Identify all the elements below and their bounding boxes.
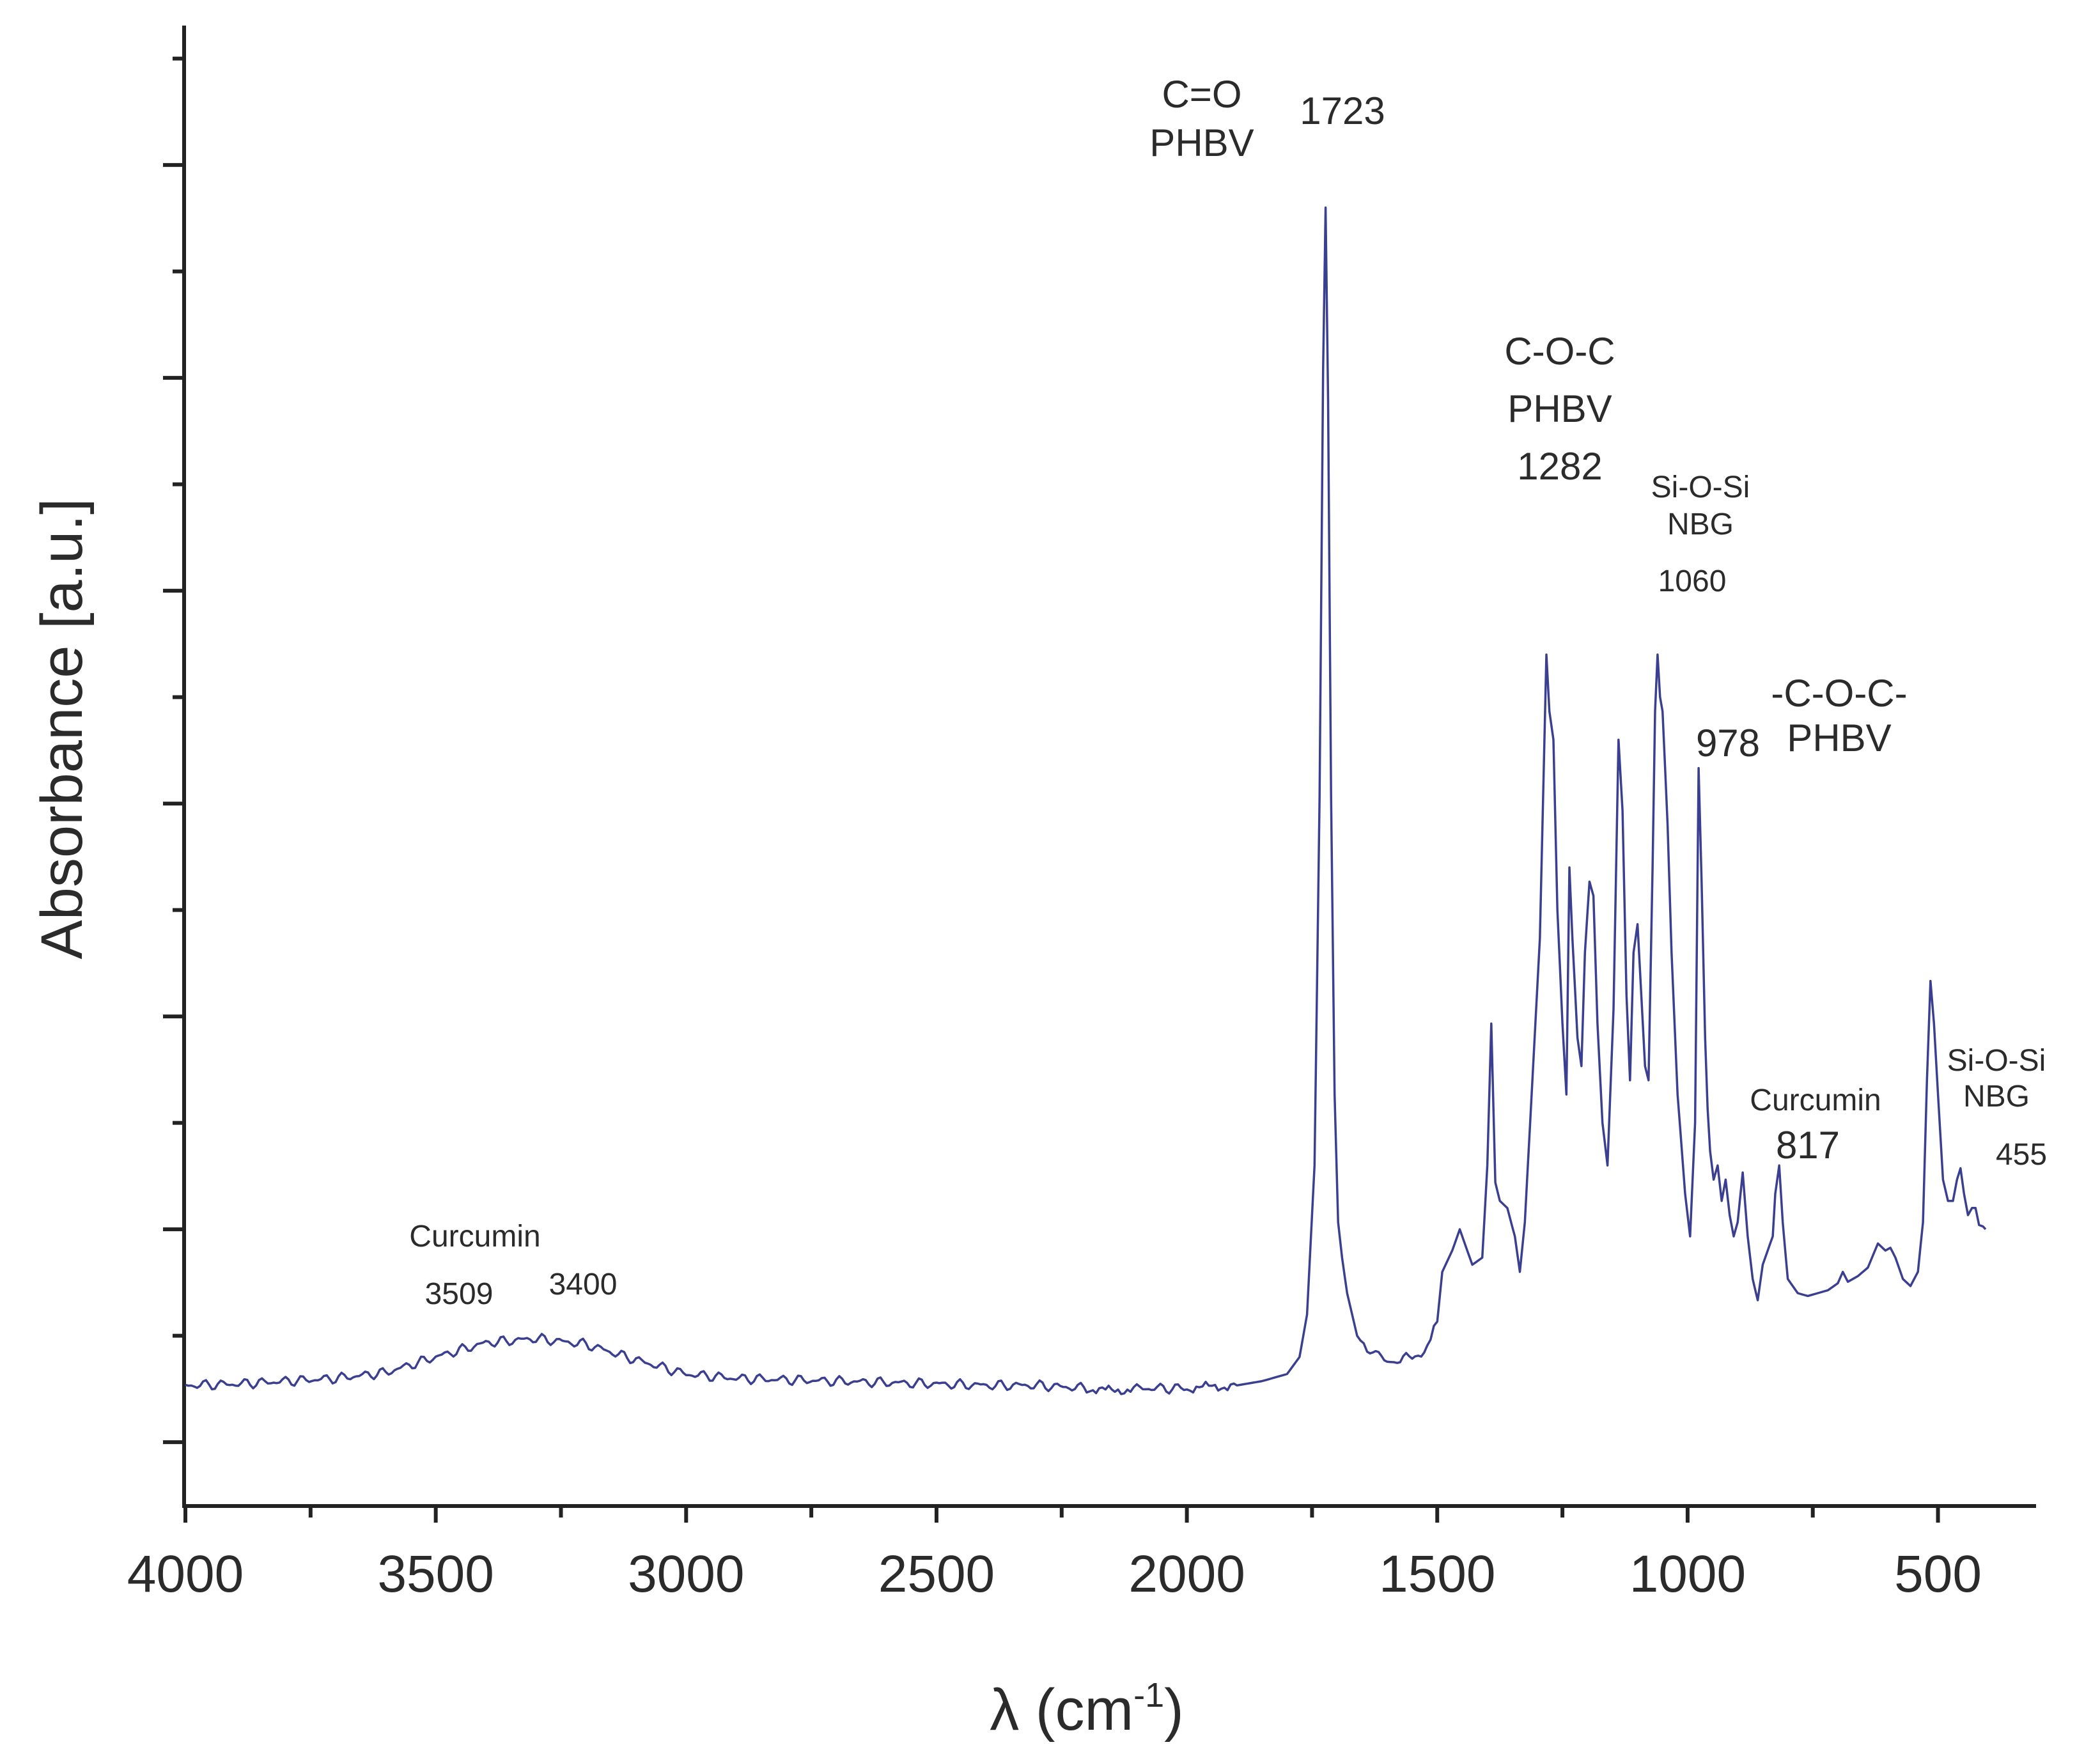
peak-annotation: -C-O-C-PHBV xyxy=(1771,672,1907,759)
x-axis-title-main: λ (cm xyxy=(990,1677,1133,1743)
peak-annotation-line: C-O-C xyxy=(1504,330,1615,373)
peak-annotation-line: Si-O-Si xyxy=(1651,470,1750,504)
x-tick-label: 3500 xyxy=(377,1545,494,1603)
peak-annotation: 3509 xyxy=(425,1277,494,1311)
y-axis-title: Absorbance [a.u.] xyxy=(29,498,95,959)
peak-annotation-line: PHBV xyxy=(1787,717,1891,759)
x-tick-label: 1500 xyxy=(1379,1545,1495,1603)
peak-annotation: Si-O-Si NBG xyxy=(1651,470,1750,541)
x-tick-label: 1000 xyxy=(1629,1545,1746,1603)
x-tick-label: 3000 xyxy=(628,1545,744,1603)
x-tick-label: 2000 xyxy=(1128,1545,1245,1603)
peak-annotation-line: 1060 xyxy=(1658,564,1727,598)
peak-annotation-line: 3509 xyxy=(425,1277,494,1311)
peak-annotation-line: Curcumin xyxy=(409,1220,540,1254)
peak-annotation: Si-O-Si NBG xyxy=(1947,1044,2046,1114)
peak-annotation-line: Curcumin xyxy=(1750,1083,1881,1117)
peak-annotation: 817 xyxy=(1776,1124,1840,1167)
peak-annotation-line: 817 xyxy=(1776,1124,1840,1167)
peak-annotation-line: 1723 xyxy=(1300,89,1385,132)
peak-annotation-line: C=O xyxy=(1162,73,1241,116)
peak-annotation-line: 3400 xyxy=(549,1268,618,1301)
peak-annotation-line: NBG xyxy=(1963,1080,2030,1114)
x-axis-title-close: ) xyxy=(1164,1677,1184,1743)
peak-annotation-line: -C-O-C- xyxy=(1771,672,1907,715)
peak-annotation: 1060 xyxy=(1658,564,1727,598)
x-axis-title: λ (cm-1) xyxy=(990,1676,1184,1743)
peak-annotation: Curcumin xyxy=(409,1220,540,1254)
x-tick-label: 4000 xyxy=(127,1545,244,1603)
x-tick-label: 500 xyxy=(1894,1545,1982,1603)
peak-annotation: 3400 xyxy=(549,1268,618,1301)
peak-annotation-line: 978 xyxy=(1696,722,1760,765)
peak-annotation: C-O-C PHBV 1282 xyxy=(1504,330,1615,488)
peak-annotation: 455 xyxy=(1996,1138,2047,1172)
peak-annotation: C=O PHBV xyxy=(1149,73,1254,164)
y-ticks xyxy=(163,56,184,1445)
peak-annotation-line: PHBV xyxy=(1507,387,1612,430)
peak-annotation: Curcumin xyxy=(1750,1083,1881,1117)
peak-annotation-line: Si-O-Si xyxy=(1947,1044,2046,1078)
peak-annotation-line: 455 xyxy=(1996,1138,2047,1172)
peak-annotation-line: 1282 xyxy=(1517,445,1602,488)
x-axis-title-superscript: -1 xyxy=(1133,1676,1164,1714)
spectrum-line xyxy=(185,206,1987,1395)
x-tick-label: 2500 xyxy=(878,1545,995,1603)
peak-annotation: 978 xyxy=(1696,722,1760,765)
peak-annotation: 1723 xyxy=(1300,89,1385,132)
peak-annotation-line: PHBV xyxy=(1149,121,1254,164)
peak-annotation-line: NBG xyxy=(1667,508,1734,541)
x-ticks xyxy=(183,1506,1940,1523)
x-tick-labels: 4000 3500 3000 2500 2000 1500 1000 500 xyxy=(127,1545,1982,1603)
